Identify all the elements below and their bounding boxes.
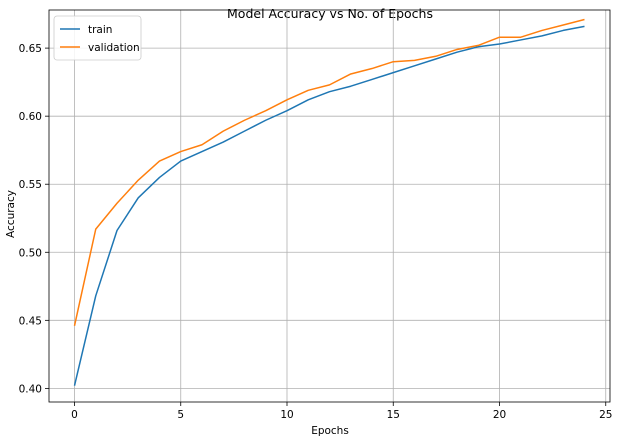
- x-tick-label: 5: [177, 409, 184, 421]
- x-tick-label: 10: [280, 409, 293, 421]
- x-tick-label: 20: [493, 409, 506, 421]
- y-axis-ticks: 0.40 0.45 0.50 0.55 0.60 0.65: [19, 43, 49, 395]
- y-axis-label: Accuracy: [5, 190, 17, 238]
- grid: [49, 10, 610, 402]
- series-group: [73, 18, 585, 386]
- legend: train validation: [53, 15, 142, 61]
- chart-title: Model Accuracy vs No. of Epochs: [227, 6, 433, 21]
- x-tick-label: 25: [599, 409, 612, 421]
- x-tick-label: 15: [387, 409, 400, 421]
- plot-area-frame: [48, 9, 611, 403]
- x-axis-ticks: 0 5 10 15 20 25: [71, 402, 612, 421]
- y-tick-label: 0.40: [19, 383, 42, 395]
- legend-label-train: train: [88, 24, 112, 36]
- legend-box: [53, 15, 142, 61]
- legend-label-validation: validation: [88, 42, 140, 54]
- y-tick-label: 0.55: [19, 179, 42, 191]
- x-axis-label: Epochs: [311, 425, 349, 437]
- x-tick-label: 0: [71, 409, 78, 421]
- y-tick-label: 0.45: [19, 315, 42, 327]
- series-line-train: [73, 25, 585, 386]
- series-line-validation: [73, 18, 585, 326]
- y-tick-label: 0.60: [19, 111, 42, 123]
- y-tick-label: 0.50: [19, 247, 42, 259]
- y-tick-label: 0.65: [19, 43, 42, 55]
